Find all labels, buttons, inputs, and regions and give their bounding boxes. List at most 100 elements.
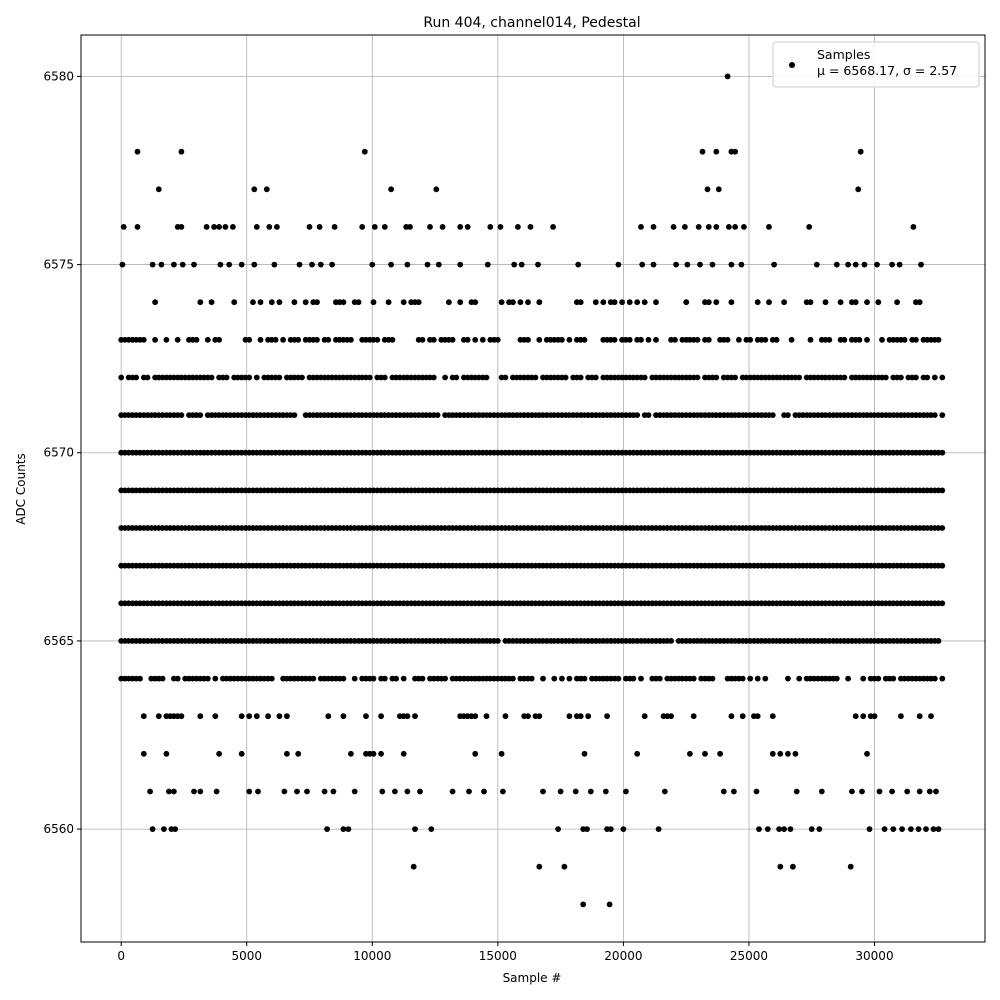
sample-point xyxy=(314,299,320,306)
sample-point xyxy=(653,299,659,306)
sample-point xyxy=(856,336,863,343)
sample-point xyxy=(140,750,147,757)
sample-point xyxy=(852,713,859,720)
sample-point xyxy=(604,713,610,720)
sample-point xyxy=(378,713,384,720)
sample-point xyxy=(557,788,564,795)
sample-point xyxy=(204,336,211,343)
sample-point xyxy=(766,224,772,230)
sample-point xyxy=(931,675,938,682)
sample-point xyxy=(321,788,328,795)
sample-point xyxy=(363,713,369,720)
sample-point xyxy=(340,713,347,720)
sample-point xyxy=(472,750,479,757)
sample-point xyxy=(611,336,618,343)
sample-point xyxy=(713,224,720,230)
sample-point xyxy=(860,675,867,682)
sample-point xyxy=(638,336,644,343)
sample-point xyxy=(374,336,381,343)
sample-point xyxy=(808,826,815,832)
sample-point xyxy=(606,901,613,908)
sample-point xyxy=(442,374,448,381)
sample-point xyxy=(253,224,260,230)
sample-point xyxy=(581,750,588,757)
sample-point xyxy=(276,713,283,720)
sample-point xyxy=(144,374,151,381)
legend-series-stats: μ = 6568.17, σ = 2.57 xyxy=(817,63,957,78)
sample-point xyxy=(309,261,315,268)
sample-point xyxy=(511,261,518,268)
sample-point xyxy=(291,412,298,418)
sample-point xyxy=(562,374,569,381)
sample-point xyxy=(641,713,648,720)
sample-point xyxy=(935,638,942,644)
sample-point xyxy=(756,826,762,832)
sample-point xyxy=(687,750,693,757)
sample-point xyxy=(728,299,735,306)
sample-point xyxy=(208,374,215,381)
sample-point xyxy=(340,826,347,832)
sample-point xyxy=(837,299,844,306)
sample-point xyxy=(331,224,338,230)
sample-point xyxy=(626,299,633,306)
sample-point xyxy=(472,336,479,343)
sample-point xyxy=(732,148,738,155)
sample-point xyxy=(881,826,888,832)
y-axis-label: ADC Counts xyxy=(14,453,28,525)
sample-point xyxy=(510,299,516,306)
sample-point xyxy=(257,336,264,343)
sample-point xyxy=(525,336,531,343)
sample-point xyxy=(790,863,796,870)
sample-point xyxy=(378,750,384,757)
sample-point xyxy=(484,261,491,268)
sample-point xyxy=(926,788,933,795)
sample-point xyxy=(822,299,829,306)
sample-point xyxy=(464,336,471,343)
sample-point xyxy=(939,374,946,381)
sample-point xyxy=(849,788,855,795)
y-tick-label: 6560 xyxy=(43,822,74,836)
sample-point xyxy=(536,299,543,306)
sample-point xyxy=(178,224,185,230)
sample-point xyxy=(494,638,501,644)
sample-point xyxy=(713,148,720,155)
sample-point xyxy=(577,713,584,720)
sample-point xyxy=(690,713,697,720)
sample-point xyxy=(351,675,358,682)
sample-point xyxy=(728,261,735,268)
sample-point xyxy=(634,750,641,757)
sample-point xyxy=(581,336,588,343)
sample-point xyxy=(381,224,388,230)
sample-point xyxy=(572,788,579,795)
sample-point xyxy=(788,336,795,343)
sample-point xyxy=(483,713,490,720)
sample-point xyxy=(875,675,882,682)
sample-point xyxy=(738,261,745,268)
sample-point xyxy=(620,826,627,832)
sample-point xyxy=(874,261,880,268)
sample-point xyxy=(120,224,127,230)
sample-point xyxy=(310,675,317,682)
sample-point xyxy=(732,374,738,381)
sample-point xyxy=(776,826,782,832)
sample-point xyxy=(517,299,524,306)
sample-point xyxy=(294,788,300,795)
sample-point xyxy=(754,675,761,682)
sample-point xyxy=(931,374,938,381)
data-points xyxy=(118,73,946,908)
sample-point xyxy=(276,299,283,306)
sample-point xyxy=(500,788,506,795)
sample-point xyxy=(781,826,787,832)
sample-point xyxy=(769,750,776,757)
sample-point xyxy=(302,299,309,306)
sample-point xyxy=(747,675,754,682)
sample-point xyxy=(550,224,556,230)
sample-point xyxy=(769,713,776,720)
sample-point xyxy=(388,186,394,193)
sample-point xyxy=(852,299,859,306)
sample-point xyxy=(410,863,417,870)
sample-point xyxy=(204,675,211,682)
sample-point xyxy=(379,788,386,795)
sample-point xyxy=(785,750,791,757)
sample-point xyxy=(577,374,584,381)
